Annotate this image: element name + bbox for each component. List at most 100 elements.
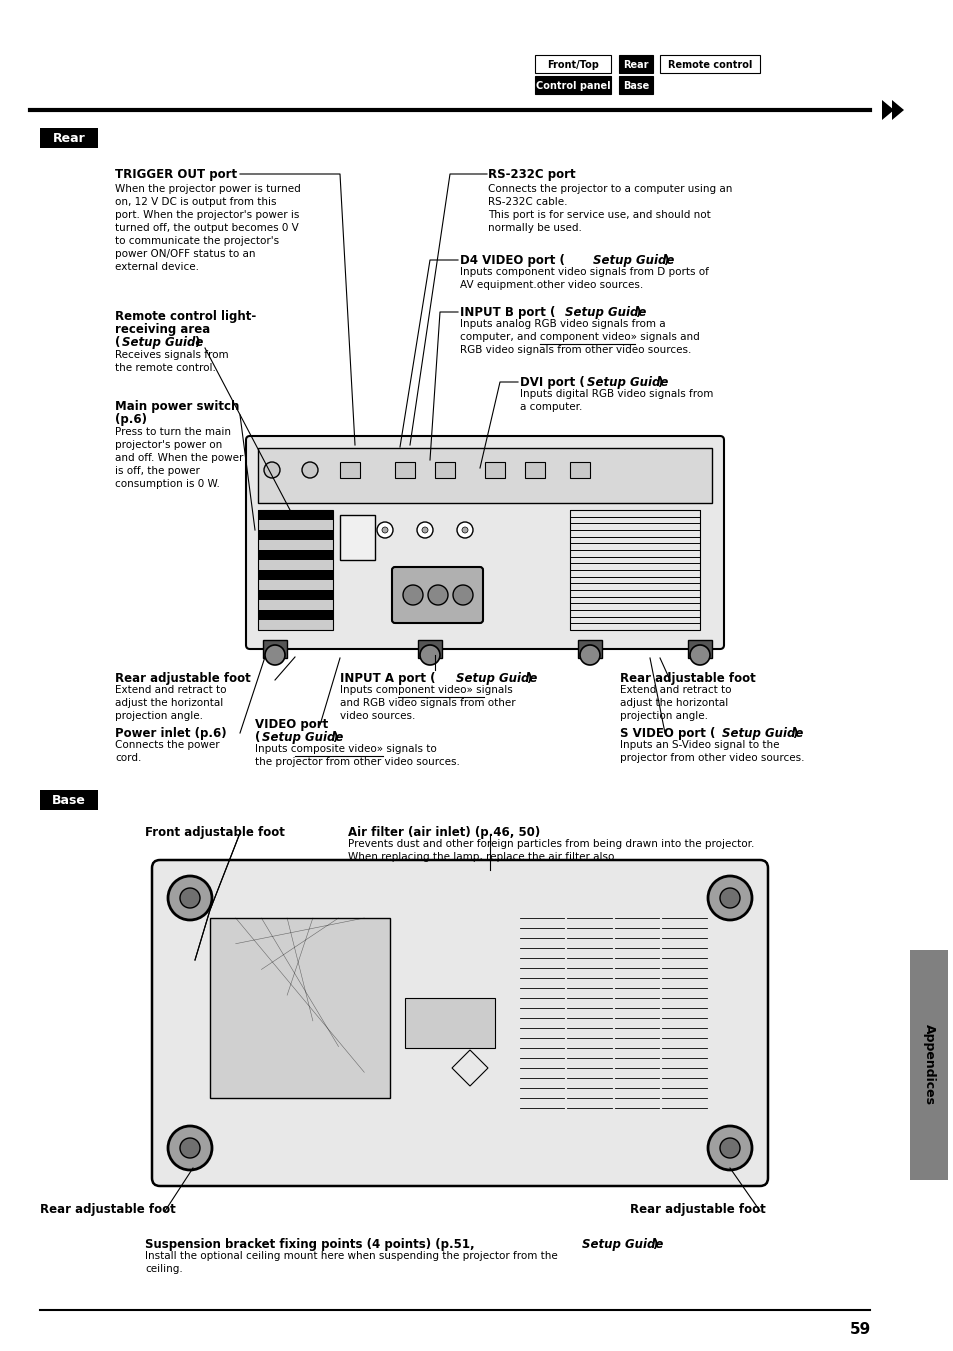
Circle shape <box>579 644 599 665</box>
Text: DVI port (: DVI port ( <box>519 376 584 389</box>
Text: Appendices: Appendices <box>922 1024 935 1105</box>
Circle shape <box>707 1125 751 1170</box>
Text: Inputs composite video» signals to: Inputs composite video» signals to <box>254 744 436 754</box>
Text: cord.: cord. <box>115 753 141 763</box>
Text: consumption is 0 W.: consumption is 0 W. <box>115 480 219 489</box>
Bar <box>40 128 98 149</box>
Text: Front/Top: Front/Top <box>546 59 598 70</box>
Text: port. When the projector's power is: port. When the projector's power is <box>115 209 299 220</box>
Circle shape <box>168 875 212 920</box>
Text: ): ) <box>193 336 199 349</box>
Circle shape <box>456 521 473 538</box>
Bar <box>257 530 333 539</box>
Text: Air filter (air inlet) (p.46, 50): Air filter (air inlet) (p.46, 50) <box>348 825 539 839</box>
Polygon shape <box>882 100 893 120</box>
Text: Suspension bracket fixing points (4 points) (p.51,: Suspension bracket fixing points (4 poin… <box>145 1238 478 1251</box>
Bar <box>484 462 504 478</box>
Text: Rear adjustable foot: Rear adjustable foot <box>619 671 755 685</box>
Bar <box>339 515 375 561</box>
Text: (: ( <box>115 336 120 349</box>
Text: ): ) <box>651 1238 657 1251</box>
Text: Extend and retract to: Extend and retract to <box>115 685 226 694</box>
Text: When the projector power is turned: When the projector power is turned <box>115 184 300 195</box>
Text: ): ) <box>525 671 531 685</box>
Circle shape <box>381 527 388 534</box>
Text: projector's power on: projector's power on <box>115 440 222 450</box>
Text: (: ( <box>254 731 260 744</box>
Circle shape <box>421 527 428 534</box>
Text: VIDEO port: VIDEO port <box>254 717 328 731</box>
Text: receiving area: receiving area <box>115 323 210 336</box>
Text: RS-232C cable.: RS-232C cable. <box>488 197 567 207</box>
Text: projector from other video sources.: projector from other video sources. <box>619 753 803 763</box>
Bar <box>569 462 589 478</box>
Circle shape <box>720 1138 740 1158</box>
Circle shape <box>376 521 393 538</box>
Text: INPUT A port (: INPUT A port ( <box>339 671 435 685</box>
Text: Install the optional ceiling mount here when suspending the projector from the: Install the optional ceiling mount here … <box>145 1251 558 1260</box>
Circle shape <box>180 888 200 908</box>
Bar <box>257 611 333 620</box>
Circle shape <box>416 521 433 538</box>
Bar <box>40 790 98 811</box>
Text: S VIDEO port (: S VIDEO port ( <box>619 727 715 740</box>
FancyBboxPatch shape <box>246 436 723 648</box>
Text: Receives signals from: Receives signals from <box>115 350 229 359</box>
Bar <box>257 600 333 609</box>
Text: Setup Guide: Setup Guide <box>564 305 646 319</box>
Circle shape <box>264 462 280 478</box>
Bar <box>405 998 495 1048</box>
Text: the remote control.: the remote control. <box>115 363 215 373</box>
Circle shape <box>720 888 740 908</box>
Text: turned off, the output becomes 0 V: turned off, the output becomes 0 V <box>115 223 298 232</box>
Text: INPUT B port (: INPUT B port ( <box>459 305 555 319</box>
Text: Front adjustable foot: Front adjustable foot <box>145 825 285 839</box>
Text: Power inlet (p.6): Power inlet (p.6) <box>115 727 227 740</box>
Text: ): ) <box>657 376 661 389</box>
Circle shape <box>428 585 448 605</box>
Text: Inputs component video signals from D ports of: Inputs component video signals from D po… <box>459 267 708 277</box>
Text: TRIGGER OUT port: TRIGGER OUT port <box>115 168 237 181</box>
Text: and RGB video signals from other: and RGB video signals from other <box>339 698 515 708</box>
Text: ): ) <box>791 727 797 740</box>
Text: Prevents dust and other foreign particles from being drawn into the projector.: Prevents dust and other foreign particle… <box>348 839 754 848</box>
Text: Setup Guide: Setup Guide <box>721 727 802 740</box>
Circle shape <box>453 585 473 605</box>
Text: power ON/OFF status to an: power ON/OFF status to an <box>115 249 255 259</box>
Circle shape <box>402 585 422 605</box>
Bar <box>263 640 287 658</box>
Text: to communicate the projector's: to communicate the projector's <box>115 236 279 246</box>
Text: computer, and component video» signals and: computer, and component video» signals a… <box>459 332 699 342</box>
Bar <box>569 509 700 630</box>
Text: Rear adjustable foot: Rear adjustable foot <box>40 1202 175 1216</box>
Text: Main power switch: Main power switch <box>115 400 239 413</box>
Circle shape <box>180 1138 200 1158</box>
Bar <box>257 449 711 503</box>
Circle shape <box>707 875 751 920</box>
Text: projection angle.: projection angle. <box>619 711 707 721</box>
Text: a computer.: a computer. <box>519 403 581 412</box>
Text: Connects the power: Connects the power <box>115 740 219 750</box>
Text: RS-232C port: RS-232C port <box>488 168 575 181</box>
Text: Inputs digital RGB video signals from: Inputs digital RGB video signals from <box>519 389 713 399</box>
Text: RGB video signals from other video sources.: RGB video signals from other video sourc… <box>459 345 691 355</box>
Text: ): ) <box>635 305 639 319</box>
Text: AV equipment.other video sources.: AV equipment.other video sources. <box>459 280 642 290</box>
Circle shape <box>461 527 468 534</box>
Bar <box>339 462 359 478</box>
Text: This port is for service use, and should not: This port is for service use, and should… <box>488 209 710 220</box>
Bar <box>435 462 455 478</box>
FancyBboxPatch shape <box>152 861 767 1186</box>
Text: adjust the horizontal: adjust the horizontal <box>115 698 223 708</box>
Text: D4 VIDEO port (: D4 VIDEO port ( <box>459 254 564 267</box>
Text: Inputs component video» signals: Inputs component video» signals <box>339 685 512 694</box>
Text: (p.6): (p.6) <box>115 413 147 426</box>
FancyBboxPatch shape <box>392 567 482 623</box>
Text: Rear adjustable foot: Rear adjustable foot <box>629 1202 765 1216</box>
Text: Rear: Rear <box>52 131 85 145</box>
Bar <box>618 76 652 95</box>
Text: Base: Base <box>622 81 648 91</box>
Text: Setup Guide: Setup Guide <box>122 336 203 349</box>
Text: Remote control: Remote control <box>667 59 751 70</box>
Text: ): ) <box>662 254 668 267</box>
